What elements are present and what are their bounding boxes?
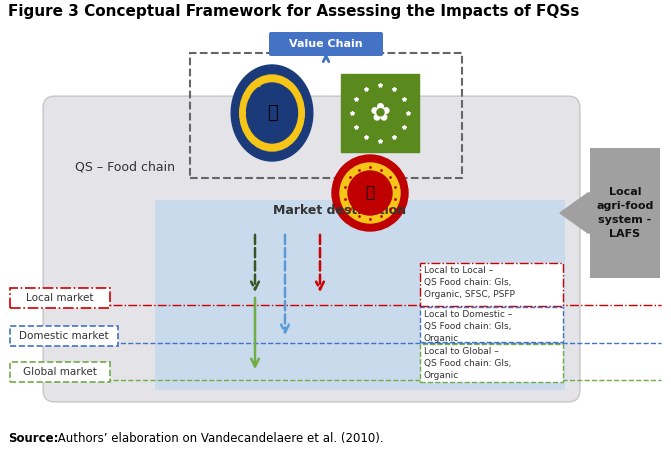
Bar — [190, 53, 462, 178]
Text: Global market: Global market — [23, 367, 97, 377]
Ellipse shape — [246, 83, 297, 143]
Text: 🌾: 🌾 — [266, 104, 277, 122]
Bar — [10, 362, 110, 382]
Text: Local to Domestic –
QS Food chain: GIs,
Organic: Local to Domestic – QS Food chain: GIs, … — [424, 310, 513, 342]
Text: Domestic market: Domestic market — [19, 331, 109, 341]
Text: ✿: ✿ — [370, 101, 391, 125]
Bar — [155, 200, 565, 390]
Text: Figure 3 Conceptual Framework for Assessing the Impacts of FQSs: Figure 3 Conceptual Framework for Assess… — [8, 4, 579, 19]
Text: QS – Food chain: QS – Food chain — [75, 160, 175, 173]
Text: 🌾: 🌾 — [366, 185, 374, 201]
FancyArrow shape — [560, 193, 590, 233]
FancyBboxPatch shape — [43, 96, 580, 402]
Bar — [420, 344, 563, 382]
Bar — [341, 74, 419, 152]
Text: Value Chain: Value Chain — [289, 39, 363, 49]
Text: Local
agri-food
system -
LAFS: Local agri-food system - LAFS — [597, 187, 654, 239]
Text: Source:: Source: — [8, 432, 58, 445]
FancyBboxPatch shape — [269, 32, 383, 56]
Bar — [10, 288, 110, 308]
Bar — [420, 263, 563, 306]
Bar — [10, 326, 118, 346]
Circle shape — [348, 171, 392, 215]
Text: Authors’ elaboration on Vandecandelaere et al. (2010).: Authors’ elaboration on Vandecandelaere … — [54, 432, 384, 445]
Text: Local to Local –
QS Food chain: GIs,
Organic, SFSC, PSFP: Local to Local – QS Food chain: GIs, Org… — [424, 266, 515, 299]
Circle shape — [340, 163, 400, 223]
Text: Local to Global –
QS Food chain: GIs,
Organic: Local to Global – QS Food chain: GIs, Or… — [424, 347, 511, 380]
Text: Market destination: Market destination — [274, 204, 407, 217]
Circle shape — [332, 155, 408, 231]
Bar — [420, 307, 563, 342]
Text: Local market: Local market — [26, 293, 94, 303]
Ellipse shape — [231, 65, 313, 161]
Ellipse shape — [240, 75, 305, 151]
Bar — [590, 148, 660, 278]
